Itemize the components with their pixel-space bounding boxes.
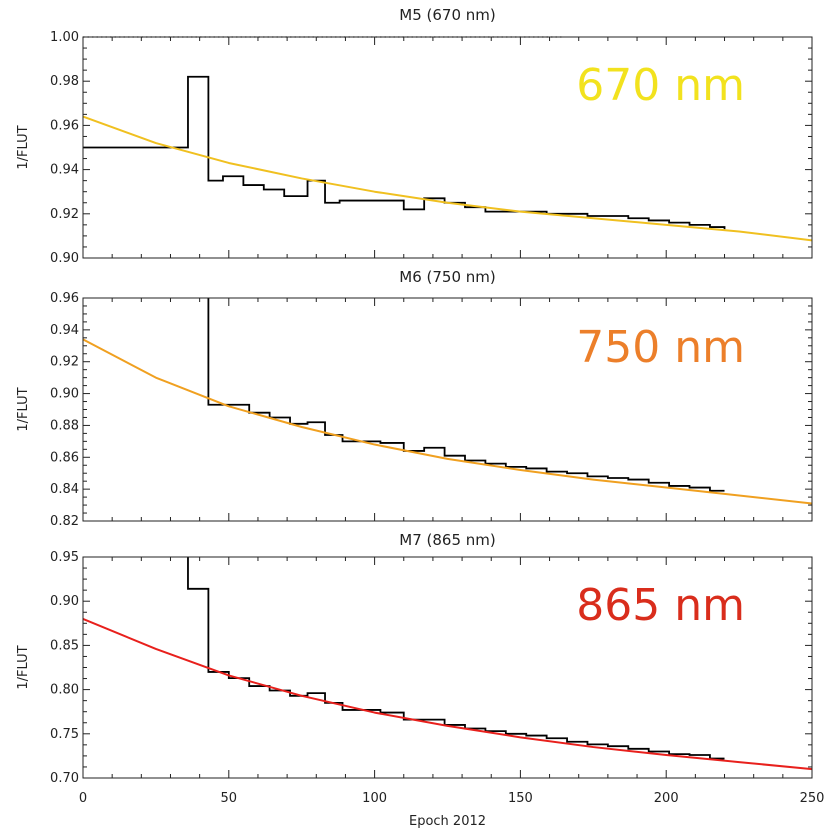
panel-title: M6 (750 nm)	[399, 268, 495, 286]
y-tick-label: 0.84	[50, 482, 79, 497]
y-tick-label: 0.95	[50, 550, 79, 565]
y-tick-label: 0.88	[50, 418, 79, 433]
y-tick-label: 0.85	[50, 638, 79, 653]
panel-title: M7 (865 nm)	[399, 531, 495, 549]
panel-1: M5 (670 nm) 0.90 0.92 0.94 0.96 0.98 1.00 1/FLU…	[16, 6, 813, 266]
y-tick-label: 1.00	[50, 30, 79, 45]
y-tick-label: 0.90	[50, 387, 79, 402]
panel-3: M7 (865 nm) 0.70 0.75 0.80 0.85 0.90 0.95 1/FLU…	[16, 531, 813, 786]
x-tick-label: 100	[362, 791, 387, 806]
y-tick-label: 0.96	[50, 118, 79, 133]
y-axis-label: 1/FLUT	[16, 387, 31, 431]
y-tick-label: 0.92	[50, 207, 79, 222]
fit-curve-series	[83, 617, 812, 771]
x-tick-label: 50	[221, 791, 238, 806]
y-tick-label: 0.90	[50, 594, 79, 609]
y-tick-label: 0.92	[50, 355, 79, 370]
panel-title: M5 (670 nm)	[399, 6, 495, 24]
wavelength-annotation: 670 nm	[576, 60, 745, 111]
fit-curve-series	[83, 338, 812, 505]
x-tick-label: 200	[654, 791, 679, 806]
y-tick-label: 0.90	[50, 251, 79, 266]
measured-step-series	[83, 75, 726, 230]
y-axis-label: 1/FLUT	[16, 645, 31, 689]
y-tick-label: 0.96	[50, 291, 79, 306]
wavelength-annotation: 750 nm	[576, 322, 745, 373]
panel-2: M6 (750 nm) 0.82 0.84 0.86 0.88 0.90 0.92 0.94 0…	[16, 268, 813, 529]
x-tick-label: 0	[79, 791, 87, 806]
x-axis-label: Epoch 2012	[409, 814, 486, 829]
y-tick-label: 0.98	[50, 74, 79, 89]
plot-area	[83, 298, 812, 505]
plot-frame	[82, 297, 813, 522]
x-tick-label: 150	[508, 791, 533, 806]
y-tick-label: 0.94	[50, 323, 79, 338]
y-tick-label: 0.82	[50, 514, 79, 529]
y-tick-label: 0.80	[50, 683, 79, 698]
plot-area	[83, 557, 812, 771]
fit-curve-series	[83, 115, 812, 242]
y-tick-label: 0.75	[50, 727, 79, 742]
measured-step-series	[207, 298, 725, 492]
plot-area	[83, 75, 812, 242]
wavelength-annotation: 865 nm	[576, 580, 745, 631]
y-tick-label: 0.70	[50, 771, 79, 786]
measured-step-series	[187, 557, 725, 760]
y-axis-label: 1/FLUT	[16, 125, 31, 169]
y-tick-label: 0.86	[50, 450, 79, 465]
plot-frame	[82, 36, 813, 259]
y-tick-label: 0.94	[50, 163, 79, 178]
plot-frame	[82, 556, 813, 779]
x-tick-label: 250	[800, 791, 825, 806]
